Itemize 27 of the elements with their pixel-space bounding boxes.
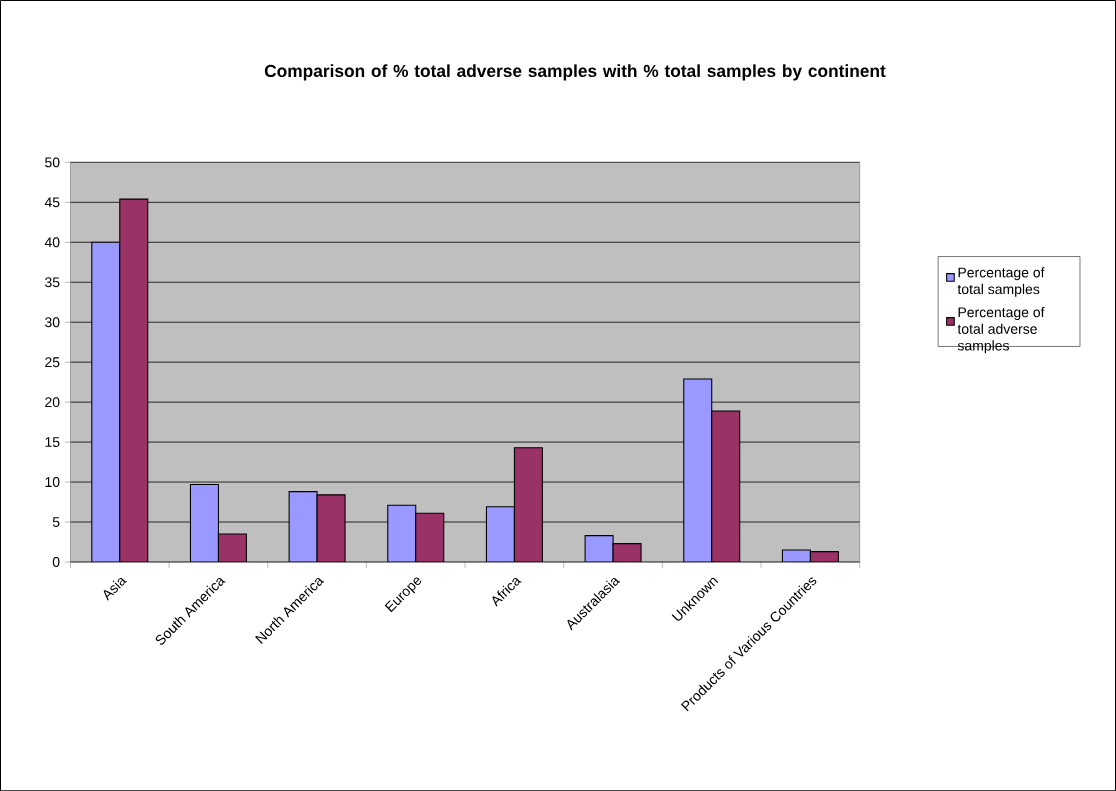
bar [387, 504, 417, 562]
y-tick-label: 20 [45, 397, 60, 407]
legend-label: Percentage of total adverse samples [957, 306, 1045, 354]
bar [513, 447, 543, 562]
y-tick-label: 30 [45, 317, 60, 328]
y-tick-label: 50 [45, 157, 60, 168]
y-tick-label: 0 [52, 556, 60, 567]
y-tick-label: 5 [52, 517, 60, 527]
x-tick-label: Asia [103, 577, 127, 601]
y-tick-label: 35 [45, 277, 60, 288]
y-tick-label: 10 [45, 476, 60, 487]
bar [119, 198, 149, 562]
bar [217, 533, 247, 562]
chart-title: Comparison of % total adverse samples with % total samples by continent [264, 64, 886, 81]
bar [316, 494, 346, 562]
bar [415, 512, 445, 562]
legend-label: Percentage of total samples [957, 267, 1045, 297]
bar [189, 483, 219, 562]
bar [288, 490, 318, 562]
bar [711, 410, 741, 562]
bar [683, 378, 713, 562]
y-tick-label: 45 [44, 197, 60, 208]
y-tick-label: 25 [45, 357, 60, 367]
y-tick-label: 40 [44, 237, 60, 248]
y-tick-label: 15 [45, 437, 60, 447]
bar [485, 506, 515, 562]
bar [91, 241, 121, 562]
